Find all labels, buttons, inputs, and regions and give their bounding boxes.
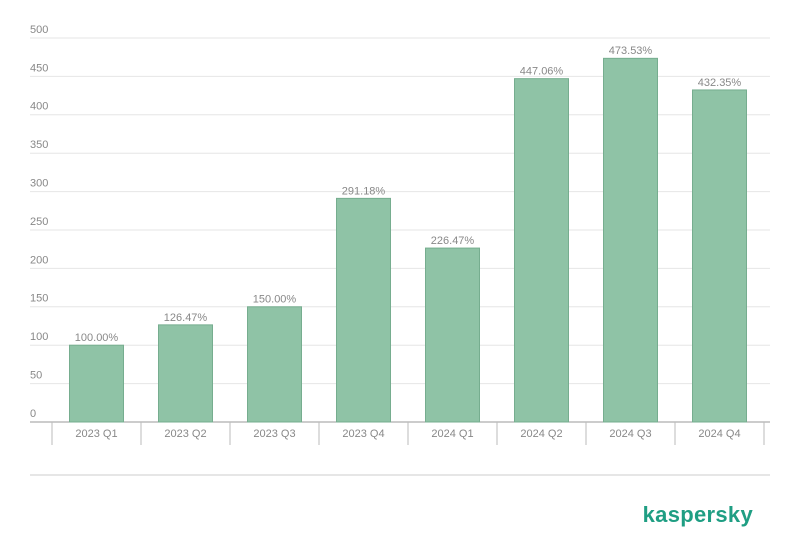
y-tick-label: 450 [30,62,48,74]
y-tick-label: 100 [30,331,48,343]
bar [692,89,747,423]
y-tick-label: 300 [30,178,48,190]
x-tick-label: 2024 Q3 [609,428,651,440]
bar [603,57,658,423]
x-tick-label: 2023 Q4 [342,428,384,440]
x-tick-label: 2024 Q4 [698,428,740,440]
x-tick-label: 2023 Q1 [75,428,117,440]
bar [425,247,480,423]
value-label: 291.18% [342,185,386,197]
y-tick-label: 350 [30,139,48,151]
brand-logo: kaspersky [643,502,754,527]
y-tick-label: 500 [30,24,48,36]
y-tick-label: 50 [30,370,42,382]
x-tick-label: 2023 Q3 [253,428,295,440]
x-tick-label: 2023 Q2 [164,428,206,440]
value-label: 226.47% [431,235,475,247]
y-tick-label: 0 [30,408,36,420]
y-tick-label: 200 [30,254,48,266]
y-tick-label: 250 [30,216,48,228]
value-label: 150.00% [253,294,297,306]
y-tick-label: 400 [30,101,48,113]
bar [514,78,569,423]
value-label: 473.53% [609,45,653,57]
value-label: 447.06% [520,66,564,78]
bar [158,324,213,423]
value-label: 100.00% [75,332,119,344]
bar [247,306,302,423]
value-label: 432.35% [698,77,742,89]
x-tick-label: 2024 Q2 [520,428,562,440]
bar [69,344,124,423]
value-label: 126.47% [164,312,208,324]
x-tick-label: 2024 Q1 [431,428,473,440]
bar [336,197,391,423]
y-tick-label: 150 [30,293,48,305]
